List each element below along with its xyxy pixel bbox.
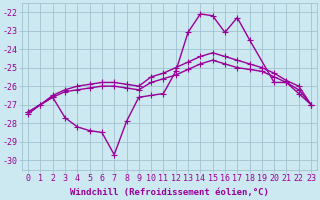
X-axis label: Windchill (Refroidissement éolien,°C): Windchill (Refroidissement éolien,°C): [70, 188, 269, 197]
